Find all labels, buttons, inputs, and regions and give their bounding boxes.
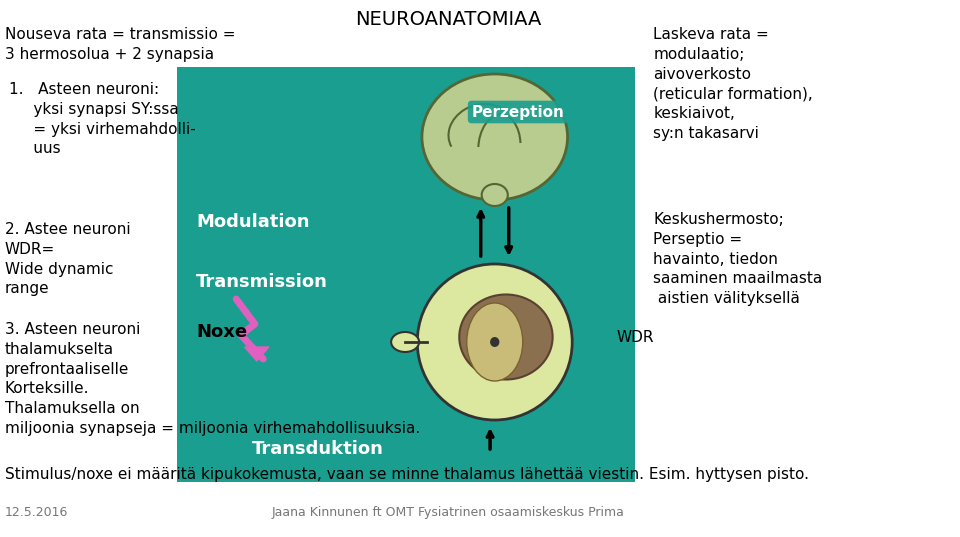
Ellipse shape <box>422 74 567 200</box>
Text: Keskushermosto;
Perseptio =
havainto, tiedon
saaminen maailmasta
 aistien välity: Keskushermosto; Perseptio = havainto, ti… <box>654 212 823 306</box>
Text: Noxe: Noxe <box>196 323 247 341</box>
Text: WDR: WDR <box>616 330 654 345</box>
Ellipse shape <box>391 332 420 352</box>
Text: Modulation: Modulation <box>196 213 309 231</box>
Circle shape <box>490 337 499 347</box>
Ellipse shape <box>467 303 523 381</box>
Text: Nouseva rata = transmissio =
3 hermosolua + 2 synapsia: Nouseva rata = transmissio = 3 hermosolu… <box>5 27 235 62</box>
Text: 2. Astee neuroni
WDR=
Wide dynamic
range: 2. Astee neuroni WDR= Wide dynamic range <box>5 222 131 296</box>
Ellipse shape <box>459 294 553 380</box>
Text: Perzeption: Perzeption <box>471 105 564 120</box>
Text: Transduktion: Transduktion <box>252 440 384 458</box>
Text: Transmission: Transmission <box>196 273 328 291</box>
Text: 3. Asteen neuroni
thalamukselta
prefrontaaliselle
Korteksille.
Thalamuksella on
: 3. Asteen neuroni thalamukselta prefront… <box>5 322 420 436</box>
Text: 12.5.2016: 12.5.2016 <box>5 506 68 519</box>
Ellipse shape <box>418 264 572 420</box>
Text: Laskeva rata =
modulaatio;
aivoverkosto
(reticular formation),
keskiaivot,
sy:n : Laskeva rata = modulaatio; aivoverkosto … <box>654 27 813 141</box>
Polygon shape <box>245 347 269 361</box>
Text: NEUROANATOMIAA: NEUROANATOMIAA <box>355 10 541 29</box>
Ellipse shape <box>482 184 508 206</box>
Text: Jaana Kinnunen ft OMT Fysiatrinen osaamiskeskus Prima: Jaana Kinnunen ft OMT Fysiatrinen osaami… <box>272 506 625 519</box>
Text: Stimulus/noxe ei määritä kipukokemusta, vaan se minne thalamus lähettää viestin.: Stimulus/noxe ei määritä kipukokemusta, … <box>5 467 808 482</box>
Bar <box>178 67 635 482</box>
Text: 1.   Asteen neuroni:
     yksi synapsi SY:ssa
     = yksi virhemahdolli-
     uu: 1. Asteen neuroni: yksi synapsi SY:ssa =… <box>10 82 196 156</box>
